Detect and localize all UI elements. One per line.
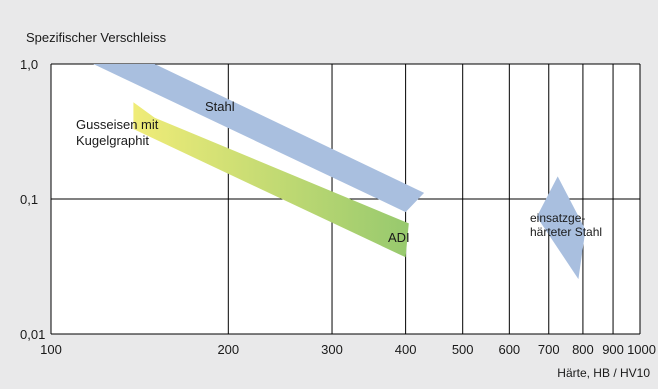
x-tick-labels: 100 200 300 400 500 600 700 800 900 1000 [40,342,656,357]
x-axis-label: Härte, HB / HV10 [557,366,650,380]
x-tick-label: 900 [602,342,624,357]
label-stahl: Stahl [205,99,235,114]
x-tick-label: 500 [452,342,474,357]
data-bands [93,64,586,280]
x-tick-label: 200 [217,342,239,357]
label-gusseisen-line2: Kugelgraphit [76,133,149,148]
x-tick-label: 1000 [627,342,656,357]
label-adi: ADI [388,230,410,245]
label-einsatz-line1: einsatzge- [530,211,585,225]
y-tick-label: 0,01 [20,327,45,342]
x-tick-label: 700 [538,342,560,357]
stahl-band [93,64,425,213]
y-tick-label: 1,0 [20,57,38,72]
x-tick-label: 300 [321,342,343,357]
x-tick-label: 800 [572,342,594,357]
einsatzgehaerteter-stahl-band [536,176,586,280]
x-tick-label: 600 [498,342,520,357]
label-gusseisen-line1: Gusseisen mit [76,117,159,132]
y-tick-label: 0,1 [20,192,38,207]
label-einsatz-line2: härteter Stahl [530,225,602,239]
gusseisen-band [133,102,409,258]
x-tick-label: 100 [40,342,62,357]
x-tick-label: 400 [395,342,417,357]
y-axis-label: Spezifischer Verschleiss [26,30,167,45]
y-tick-labels: 0,01 0,1 1,0 [20,57,45,342]
